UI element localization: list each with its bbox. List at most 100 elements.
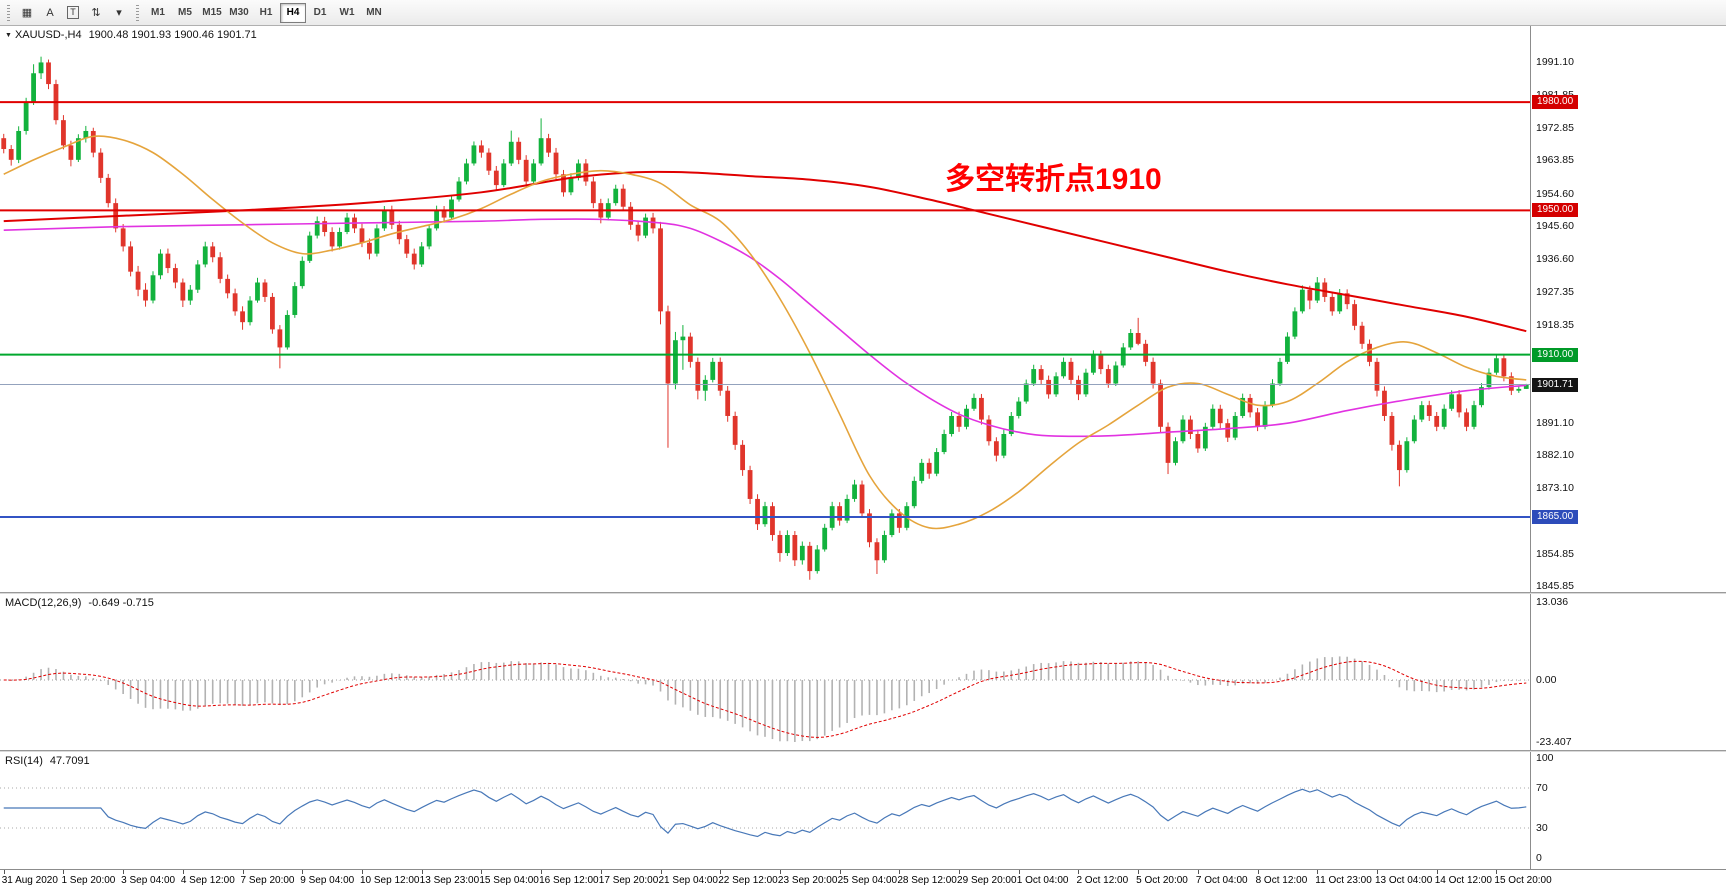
timeframe-h1-button[interactable]: H1: [259, 7, 273, 18]
time-axis-label: 14 Oct 12:00: [1434, 875, 1492, 886]
time-axis-label: 25 Sep 04:00: [837, 875, 898, 886]
dropdown-caret-icon[interactable]: ▾: [116, 7, 122, 19]
time-axis-label: 22 Sep 12:00: [718, 875, 778, 886]
time-axis-label: 13 Oct 04:00: [1375, 875, 1433, 886]
time-tick: [1078, 870, 1080, 874]
candles-layer: [1, 56, 1529, 580]
price-axis-label: 1991.10: [1536, 56, 1574, 69]
time-axis-label: 5 Oct 20:00: [1136, 875, 1188, 886]
time-tick: [1436, 870, 1438, 874]
rsi-axis-label: 100: [1536, 752, 1554, 764]
time-tick: [63, 870, 65, 874]
price-axis[interactable]: 1991.101981.851972.851963.851954.601945.…: [1530, 26, 1726, 592]
macd-axis-label: -23.407: [1536, 736, 1572, 748]
timeframe-mn-button[interactable]: MN: [366, 7, 382, 18]
macd-axis-label: 13.036: [1536, 596, 1569, 608]
rsi-axis: 100 70 30 0: [1530, 752, 1726, 868]
timeframe-m1-button[interactable]: M1: [151, 7, 165, 18]
price-axis-label: 1891.10: [1536, 416, 1574, 429]
chart-symbol-timeframe: XAUUSD-,H4: [14, 29, 82, 41]
rsi-line: [3, 788, 1527, 838]
macd-histogram: [10, 656, 1528, 742]
time-tick: [242, 870, 244, 874]
time-tick: [1197, 870, 1199, 874]
time-tick: [1317, 870, 1319, 874]
time-tick: [1138, 870, 1140, 874]
macd-axis: 13.036 0.00 -23.407: [1530, 594, 1726, 750]
time-axis-label: 1 Oct 04:00: [1016, 875, 1069, 886]
time-tick: [959, 870, 961, 874]
time-axis-label: 7 Sep 20:00: [240, 875, 295, 886]
timeframe-m5-button[interactable]: M5: [178, 7, 192, 18]
time-tick: [123, 870, 125, 874]
time-axis-label: 10 Sep 12:00: [359, 875, 420, 886]
time-tick: [779, 870, 781, 874]
time-tick: [1257, 870, 1259, 874]
time-axis[interactable]: 31 Aug 2020 1 Sep 20:00 3 Sep 04:00 4 Sep 1…: [0, 869, 1726, 890]
time-axis-label: 15 Oct 20:00: [1494, 875, 1552, 886]
annotation-text: 多空转折点1910: [945, 163, 1162, 196]
time-axis-label: 16 Sep 12:00: [539, 875, 599, 886]
horizontal-lines-layer[interactable]: [0, 101, 1530, 518]
timeframe-d1-button[interactable]: D1: [313, 7, 327, 18]
macd-panel[interactable]: MACD(12,26,9) -0.649 -0.715: [0, 594, 1530, 750]
symbol-marker-icon: ▼: [5, 32, 12, 39]
ma-slow-red: [3, 170, 1527, 333]
candlestick-chart[interactable]: [0, 26, 1530, 592]
time-axis-label: 9 Sep 04:00: [300, 875, 355, 886]
ma-mid-magenta: [3, 218, 1527, 438]
price-axis-label: 1936.60: [1536, 252, 1574, 265]
timeframe-h4-button[interactable]: H4: [280, 2, 306, 23]
time-tick: [421, 870, 423, 874]
rsi-header: RSI(14) 47.7091: [5, 755, 90, 767]
time-axis-label: 13 Sep 23:00: [419, 875, 480, 886]
price-badge-1950.00: 1950.00: [1532, 203, 1579, 218]
price-axis-label: 1972.85: [1536, 121, 1574, 134]
timeframe-m30-button[interactable]: M30: [229, 7, 249, 18]
toolbar: ▦ A T ⇅ ▾ M1 M5 M15 M30 H1 H4 D1 W1 MN: [0, 0, 1726, 26]
time-tick: [1018, 870, 1020, 874]
price-badge-1901.71: 1901.71: [1532, 377, 1579, 392]
time-tick: [302, 870, 304, 874]
price-axis-label: 1963.85: [1536, 154, 1574, 167]
rsi-chart[interactable]: [0, 752, 1530, 868]
timeframe-w1-button[interactable]: W1: [339, 7, 355, 18]
macd-values: -0.649 -0.715: [88, 597, 154, 609]
time-axis-label: 15 Sep 04:00: [479, 875, 539, 886]
price-axis-label: 1873.10: [1536, 481, 1574, 494]
time-axis-label: 28 Sep 12:00: [897, 875, 957, 886]
price-badge-1865.00: 1865.00: [1532, 509, 1579, 524]
macd-chart[interactable]: [0, 594, 1530, 750]
price-badge-1910.00: 1910.00: [1532, 347, 1579, 362]
time-axis-label: 7 Oct 04:00: [1195, 875, 1248, 886]
time-tick: [839, 870, 841, 874]
time-axis-label: 3 Sep 04:00: [121, 875, 176, 886]
rsi-panel[interactable]: RSI(14) 47.7091: [0, 752, 1530, 868]
time-axis-label: 4 Sep 12:00: [180, 875, 235, 886]
toolbar-drag-handle[interactable]: [7, 4, 10, 21]
price-axis-label: 1927.35: [1536, 286, 1574, 299]
rsi-value: 47.7091: [49, 755, 90, 767]
axis-border: [1530, 26, 1531, 869]
time-tick: [1496, 870, 1498, 874]
time-tick: [600, 870, 602, 874]
macd-label: MACD(12,26,9): [5, 597, 82, 609]
price-chart-panel[interactable]: ▼ XAUUSD-,H4 1900.48 1901.93 1900.46 1901.…: [0, 26, 1530, 592]
toolbar-drag-handle[interactable]: [136, 4, 139, 21]
charts-icon[interactable]: ▦: [21, 7, 33, 19]
label-a-icon[interactable]: A: [46, 6, 54, 19]
price-badge-1980.00: 1980.00: [1532, 95, 1579, 110]
price-axis-label: 1882.10: [1536, 449, 1574, 462]
panel-splitter[interactable]: [0, 592, 1726, 594]
macd-header: MACD(12,26,9) -0.649 -0.715: [5, 597, 154, 609]
time-axis-label: 23 Sep 20:00: [777, 875, 838, 886]
rsi-axis-label: 70: [1536, 782, 1548, 794]
cursor-mode-icon[interactable]: ⇅: [91, 7, 101, 19]
time-axis-label: 1 Sep 20:00: [61, 875, 116, 886]
time-axis-label: 2 Oct 12:00: [1076, 875, 1129, 886]
time-tick: [899, 870, 901, 874]
text-tool-icon[interactable]: T: [62, 3, 84, 23]
timeframe-m15-button[interactable]: M15: [202, 7, 222, 18]
panel-splitter[interactable]: [0, 750, 1726, 752]
